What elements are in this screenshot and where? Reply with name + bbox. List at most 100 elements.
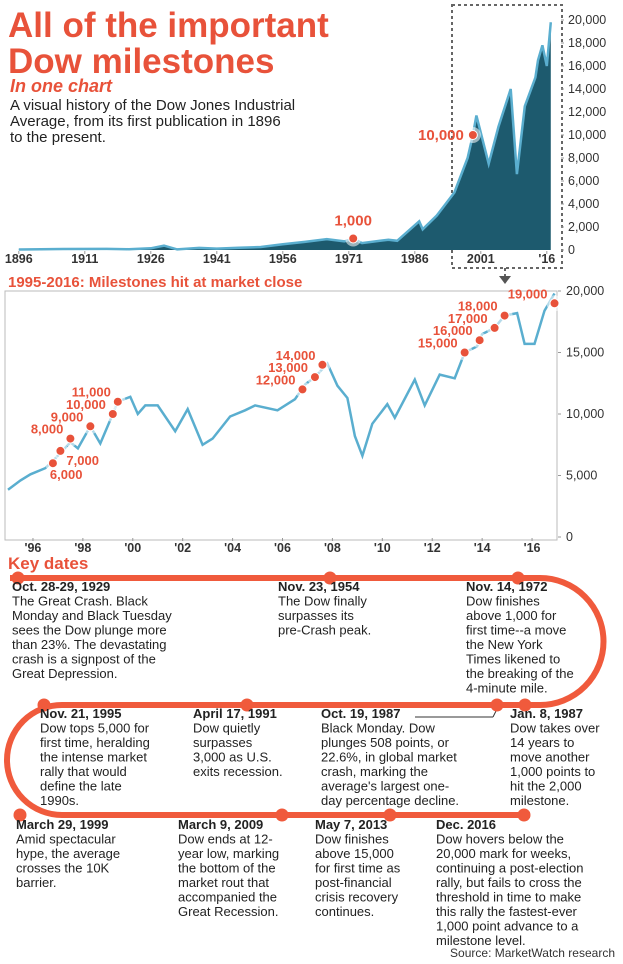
event-text: hit the 2,000 — [510, 779, 582, 794]
x-tick-label: '14 — [474, 541, 491, 555]
zoom-box — [451, 4, 563, 269]
event-text: market rout that — [178, 875, 269, 890]
y-tick-label: 0 — [566, 530, 573, 544]
event-date: March 9, 2009 — [178, 817, 263, 832]
event-text: Dow ends at 12- — [178, 832, 273, 847]
event-text: continues. — [315, 904, 374, 919]
milestone-dot — [459, 347, 470, 358]
timeline-dot — [275, 808, 289, 822]
milestone-dot — [112, 396, 123, 407]
milestone-label: 18,000 — [458, 299, 498, 314]
event-date: May 7, 2013 — [315, 817, 387, 832]
x-tick-label: '06 — [274, 541, 291, 555]
x-tick-label: 1896 — [5, 252, 33, 266]
event-text: Great Recession. — [178, 904, 278, 919]
x-tick-label: '10 — [374, 541, 391, 555]
event-text: Great Depression. — [12, 666, 118, 681]
y-tick-label: 10,000 — [568, 128, 606, 142]
event-text: Black Monday. Dow — [321, 721, 436, 736]
x-tick-label: '16 — [538, 252, 555, 266]
event-text: this rally the fastest-ever — [436, 904, 578, 919]
title-line: Dow milestones — [8, 42, 274, 81]
event-date: Nov. 23, 1954 — [278, 579, 360, 594]
event-text: crash, marking the — [321, 764, 428, 779]
event-text: 1990s. — [40, 793, 79, 808]
event-text: surpasses its — [278, 608, 354, 623]
title-line: All of the important — [8, 6, 329, 45]
y-tick-label: 8,000 — [568, 151, 599, 165]
y-tick-label: 18,000 — [568, 36, 606, 50]
y-tick-label: 0 — [568, 243, 575, 257]
event-text: move another — [510, 750, 590, 765]
x-tick-label: 1986 — [401, 252, 429, 266]
event-text: surpasses — [193, 735, 253, 750]
event-text: above 1,000 for — [466, 608, 557, 623]
event-text: year low, marking — [178, 846, 279, 861]
milestone-label: 17,000 — [448, 311, 488, 326]
y-tick-label: 14,000 — [568, 82, 606, 96]
event-text: continuing a post-election — [436, 861, 583, 876]
subtitle: In one chart — [10, 76, 113, 96]
timeline-dot — [517, 808, 531, 822]
timeline-dot — [518, 698, 532, 712]
milestone-dot — [549, 298, 560, 309]
timeline-dot — [37, 698, 51, 712]
x-tick-label: '16 — [524, 541, 541, 555]
description: to the present. — [10, 129, 106, 146]
milestone-dot — [297, 384, 308, 395]
event-text: average's largest one- — [321, 779, 449, 794]
event-text: crisis recovery — [315, 890, 399, 905]
x-tick-label: '98 — [74, 541, 91, 555]
event-text: rally, but fails to cross the — [436, 875, 582, 890]
event-date: March 29, 1999 — [16, 817, 109, 832]
event-text: 1,000 points to — [510, 764, 595, 779]
milestone-dot — [467, 130, 478, 140]
y-tick-label: 20,000 — [566, 284, 604, 298]
event-text: 14 years to — [510, 735, 574, 750]
event-text: rally that would — [40, 764, 127, 779]
milestone-dot — [474, 335, 485, 346]
x-tick-label: 1956 — [269, 252, 297, 266]
x-tick-label: '04 — [224, 541, 241, 555]
milestone-dot — [348, 233, 359, 244]
event-text: define the late — [40, 779, 122, 794]
milestone-label: 16,000 — [433, 323, 473, 338]
y-tick-label: 5,000 — [566, 469, 597, 483]
event-text: Dow quietly — [193, 721, 261, 736]
timeline-track — [4, 575, 607, 818]
source: Source: MarketWatch research — [450, 946, 615, 960]
y-tick-label: 12,000 — [568, 105, 606, 119]
x-tick-label: 1941 — [203, 252, 231, 266]
event-text: 20,000 mark for weeks, — [436, 846, 571, 861]
milestone-label: 14,000 — [276, 348, 316, 363]
x-tick-label: 1926 — [137, 252, 165, 266]
milestone-dot — [85, 421, 96, 432]
event-date: Dec. 2016 — [436, 817, 496, 832]
event-text: pre-Crash peak. — [278, 623, 371, 638]
milestone-label: 13,000 — [268, 360, 308, 375]
event-text: exits recession. — [193, 764, 283, 779]
event-text: milestone. — [510, 793, 569, 808]
event-text: above 15,000 — [315, 846, 394, 861]
milestone-label: 8,000 — [31, 422, 64, 437]
event-text: than 23%. The devastating — [12, 637, 166, 652]
event-date: April 17, 1991 — [193, 706, 277, 721]
y-tick-label: 15,000 — [566, 346, 604, 360]
y-tick-label: 2,000 — [568, 220, 599, 234]
x-tick-label: 1911 — [71, 252, 98, 266]
event-text: barrier. — [16, 875, 56, 890]
timeline-dot — [323, 571, 337, 585]
event-text: The Dow finally — [278, 594, 367, 609]
description: Average, from its first publication in 1… — [10, 113, 281, 130]
event-text: the intense market — [40, 750, 147, 765]
event-text: Dow finishes — [315, 832, 389, 847]
milestone-dot — [47, 458, 58, 469]
milestone-dot — [107, 409, 118, 419]
event-text: day percentage decline. — [321, 793, 459, 808]
x-tick-label: 2001 — [467, 252, 495, 266]
milestone-dot — [55, 445, 66, 456]
event-text: Monday and Black Tuesday — [12, 608, 172, 623]
milestone-label: 11,000 — [72, 385, 111, 400]
x-tick-label: 1971 — [335, 252, 363, 266]
event-text: Times likened to — [466, 652, 560, 667]
